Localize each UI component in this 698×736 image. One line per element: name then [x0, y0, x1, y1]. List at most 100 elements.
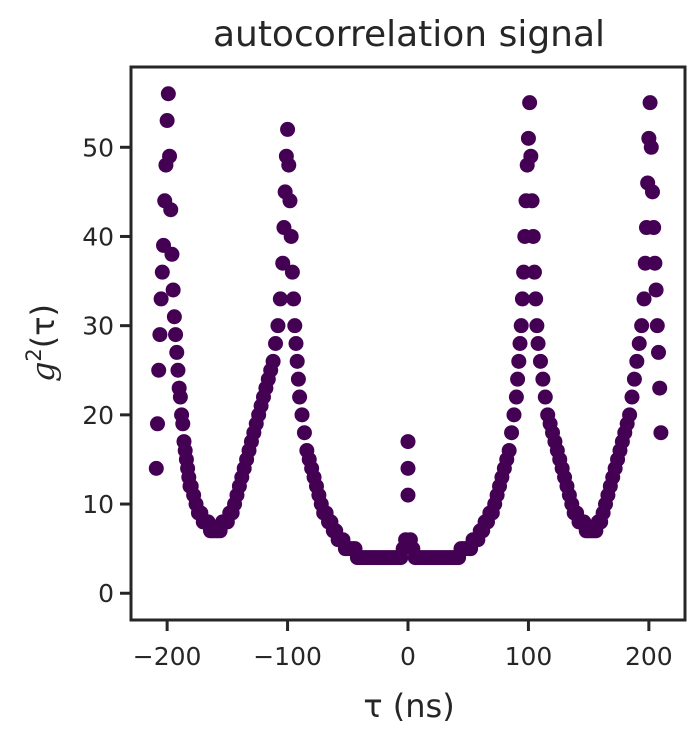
data-point	[166, 309, 182, 325]
data-point	[520, 130, 536, 146]
data-point	[165, 282, 181, 298]
data-point	[537, 389, 553, 405]
data-point	[149, 416, 165, 432]
data-point	[282, 193, 298, 209]
data-point	[400, 460, 416, 476]
data-point	[175, 416, 191, 432]
data-point	[513, 318, 529, 334]
data-point	[648, 282, 664, 298]
y-tick-label: 20	[82, 401, 114, 430]
data-point	[530, 336, 546, 351]
x-tick-label: −100	[253, 642, 322, 671]
data-point	[626, 371, 642, 387]
data-point	[529, 318, 545, 334]
data-point	[164, 246, 180, 262]
plot-frame	[129, 65, 687, 622]
data-point	[151, 362, 167, 378]
data-point	[644, 184, 660, 200]
data-point	[270, 318, 286, 334]
data-point	[624, 389, 640, 405]
data-point	[160, 86, 176, 102]
y-tick-label: 40	[82, 222, 114, 251]
data-point	[524, 193, 540, 209]
data-point	[290, 371, 306, 387]
data-point	[280, 121, 296, 137]
data-point	[163, 202, 179, 218]
data-point	[523, 148, 539, 164]
data-point	[501, 443, 517, 459]
y-axis-label: g2(τ)	[22, 304, 62, 382]
y-tick-label: 50	[82, 133, 114, 162]
data-point	[512, 336, 528, 351]
y-tick-label: 10	[82, 490, 114, 519]
data-point	[400, 434, 416, 450]
data-point	[296, 425, 312, 441]
data-point	[634, 318, 650, 334]
y-tick-label: 0	[98, 579, 114, 608]
x-axis-label: τ (ns)	[363, 687, 454, 725]
data-point	[522, 95, 538, 111]
data-point	[168, 327, 184, 343]
y-axis-label-symbol: g	[24, 362, 62, 382]
data-point	[286, 291, 302, 307]
data-point	[169, 344, 185, 360]
data-point	[504, 425, 520, 441]
data-point	[506, 407, 522, 423]
data-point	[526, 264, 542, 280]
data-point	[275, 255, 291, 271]
x-tick-label: 200	[625, 642, 673, 671]
data-point	[511, 353, 527, 369]
data-point	[159, 113, 175, 129]
data-point	[148, 460, 164, 476]
svg-text:g2(τ): g2(τ)	[22, 304, 62, 382]
data-point	[289, 353, 305, 369]
data-point	[281, 157, 297, 173]
data-point	[622, 407, 638, 423]
data-point	[292, 389, 308, 405]
data-point	[170, 362, 186, 378]
data-point	[636, 291, 652, 307]
data-point	[172, 389, 188, 405]
y-axis-ticks: 0 10 20 30 40 50	[82, 133, 131, 608]
y-axis-label-superscript: 2	[22, 348, 46, 361]
data-point	[152, 327, 168, 343]
data-point	[652, 380, 668, 396]
data-point	[643, 139, 659, 155]
data-point	[532, 353, 548, 369]
data-point	[268, 336, 284, 351]
data-point	[653, 425, 669, 441]
data-point	[646, 220, 662, 236]
data-point	[516, 264, 532, 280]
data-point	[528, 291, 544, 307]
data-point	[510, 371, 526, 387]
chart-title: autocorrelation signal	[213, 14, 605, 55]
data-point	[508, 389, 524, 405]
data-point	[294, 407, 310, 423]
data-point	[649, 318, 665, 334]
data-point	[287, 318, 303, 334]
y-axis-label-suffix: (τ)	[24, 304, 62, 348]
data-point	[153, 291, 169, 307]
data-point	[288, 336, 304, 351]
x-tick-label: −200	[133, 642, 202, 671]
data-point	[284, 264, 300, 280]
x-tick-label: 0	[400, 642, 416, 671]
data-point	[272, 291, 288, 307]
x-axis-ticks: −200 −100 0 100 200	[133, 620, 673, 671]
data-point	[535, 371, 551, 387]
data-point	[631, 336, 647, 351]
data-point	[283, 228, 299, 244]
data-point	[265, 353, 281, 369]
data-point	[642, 95, 658, 111]
data-point	[647, 255, 663, 271]
data-point	[154, 264, 170, 280]
data-point	[525, 228, 541, 244]
data-point	[629, 353, 645, 369]
x-tick-label: 100	[505, 642, 553, 671]
data-point	[400, 487, 416, 503]
data-point	[514, 291, 530, 307]
data-point	[162, 148, 178, 164]
y-tick-label: 30	[82, 312, 114, 341]
data-point	[651, 344, 667, 360]
